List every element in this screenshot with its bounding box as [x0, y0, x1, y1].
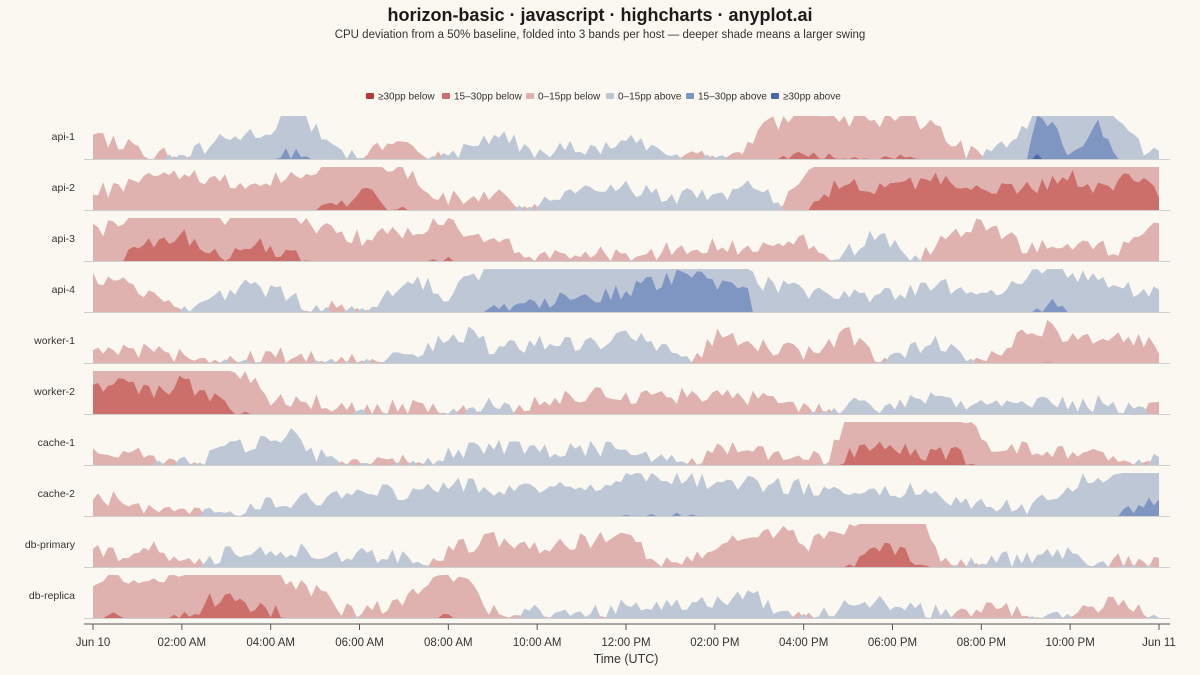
legend-swatch [686, 93, 694, 99]
legend-swatch [771, 93, 779, 99]
band-above-1 [93, 230, 1159, 261]
x-tick-label: 06:00 PM [868, 637, 917, 649]
host-label: db-replica [29, 590, 75, 602]
band-above-1 [93, 180, 1159, 210]
band-below-1 [93, 218, 1159, 261]
host-label: api-3 [52, 233, 76, 245]
legend-item: 15–30pp below [454, 92, 523, 103]
host-label: api-2 [52, 182, 76, 194]
band-above-2 [93, 116, 1159, 159]
chart-subtitle: CPU deviation from a 50% baseline, folde… [335, 29, 866, 41]
band-below-2 [93, 441, 1159, 465]
host-row: db-primary [25, 524, 1170, 568]
x-tick-label: 08:00 PM [957, 637, 1006, 649]
legend-swatch [366, 93, 374, 99]
x-tick-label: 06:00 AM [335, 637, 384, 649]
host-row: api-1 [52, 116, 1170, 160]
legend-swatch [526, 93, 534, 99]
band-below-2 [93, 542, 1159, 567]
host-label: cache-2 [38, 488, 76, 500]
x-tick-label: 08:00 AM [424, 637, 473, 649]
host-label: worker-2 [33, 386, 75, 398]
band-below-1 [93, 116, 1159, 159]
x-tick-label: 04:00 AM [246, 637, 295, 649]
band-above-1 [93, 269, 1159, 312]
x-tick-label: 04:00 PM [779, 637, 828, 649]
x-tick-label: 12:00 PM [601, 637, 650, 649]
host-row: api-4 [52, 269, 1170, 313]
band-above-1 [93, 428, 1159, 465]
band-below-1 [93, 491, 1159, 516]
band-below-2 [93, 593, 1159, 618]
band-above-1 [93, 473, 1159, 516]
x-axis-title: Time (UTC) [594, 652, 659, 666]
x-axis: Jun 10 02:00 AM 04:00 AM 06:00 AM 08:00 AM 10… [76, 623, 1176, 649]
x-tick-label: 02:00 PM [690, 637, 739, 649]
host-row: api-3 [52, 218, 1170, 262]
legend-item: 0–15pp above [618, 92, 682, 103]
host-row: cache-1 [38, 422, 1170, 466]
legend-item: ≥30pp below [378, 92, 435, 103]
legend-swatch [606, 93, 614, 99]
x-tick-label: 02:00 AM [158, 637, 207, 649]
host-label: cache-1 [38, 437, 76, 449]
host-label: api-4 [52, 284, 76, 296]
host-label: worker-1 [33, 335, 75, 347]
x-tick-label: Jun 10 [76, 637, 111, 649]
band-below-1 [93, 575, 1159, 618]
host-row: db-replica [29, 575, 1170, 619]
host-row: worker-1 [33, 320, 1170, 364]
band-below-1 [93, 320, 1159, 363]
band-above-1 [93, 543, 1159, 567]
band-below-2 [93, 375, 1159, 414]
legend-item: ≥30pp above [783, 92, 841, 103]
band-above-1 [93, 392, 1159, 414]
band-below-2 [93, 169, 1159, 210]
host-rows: api-1 api-2 api-3 api-4 worker-1 worker-2 cach… [25, 116, 1170, 619]
legend-item: 15–30pp above [698, 92, 767, 103]
legend: ≥30pp below 15–30pp below 0–15pp below 0–15… [366, 92, 841, 103]
legend-swatch [442, 93, 450, 99]
x-tick-label: 10:00 AM [513, 637, 562, 649]
band-above-1 [93, 116, 1159, 159]
host-row: api-2 [52, 167, 1170, 211]
band-above-2 [93, 269, 1159, 312]
host-label: api-1 [52, 131, 76, 143]
host-label: db-primary [25, 539, 76, 551]
host-row: cache-2 [38, 473, 1170, 517]
band-below-1 [93, 371, 1159, 414]
legend-item: 0–15pp below [538, 92, 601, 103]
x-tick-label: 10:00 PM [1046, 637, 1095, 649]
band-above-1 [93, 590, 1159, 618]
chart-title: horizon-basic · javascript · highcharts … [387, 5, 812, 25]
band-below-2 [93, 229, 1159, 261]
x-tick-label: Jun 11 [1142, 637, 1176, 649]
band-above-1 [93, 326, 1159, 363]
host-row: worker-2 [33, 371, 1170, 415]
